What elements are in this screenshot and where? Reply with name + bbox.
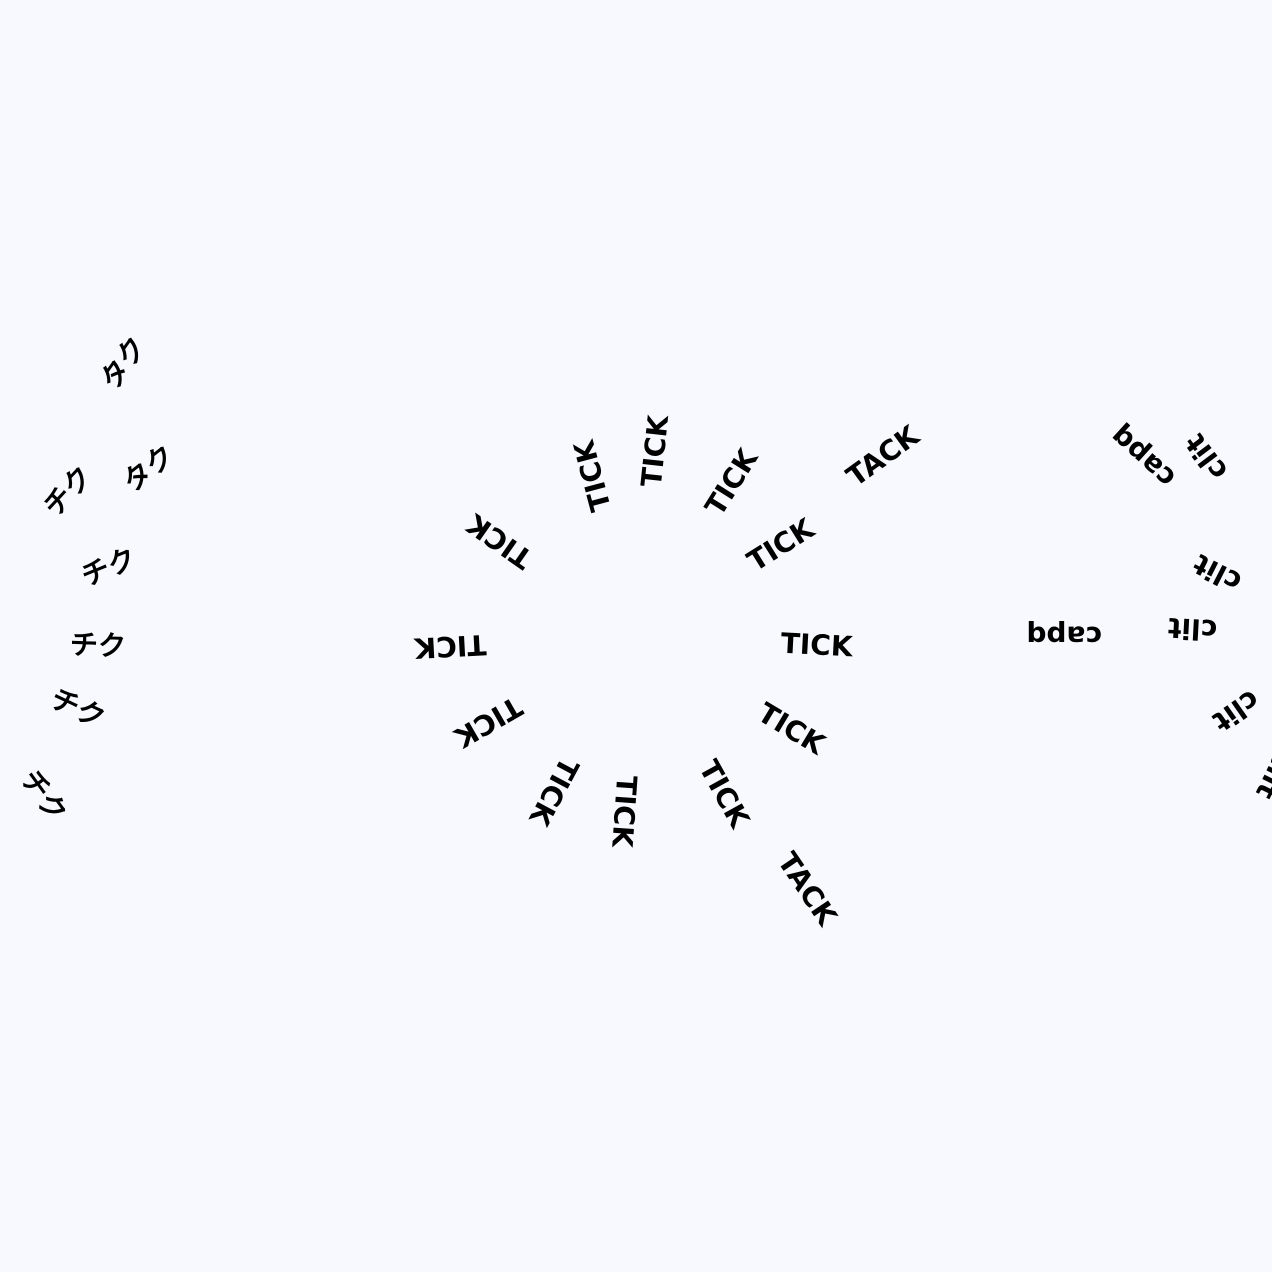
word-label: TACK <box>770 846 844 932</box>
word-label: チク <box>36 459 100 523</box>
word-label: capq <box>1026 620 1102 653</box>
word-label: capq <box>1103 419 1182 495</box>
word-label: TICK <box>779 626 854 664</box>
word-label: TICK <box>413 627 488 665</box>
word-label: TICK <box>741 512 820 579</box>
word-label: TACK <box>840 418 926 494</box>
word-label: チク <box>14 763 74 829</box>
word-label: チク <box>45 681 111 736</box>
word-label: clit <box>1178 427 1235 487</box>
word-label: TICK <box>522 752 586 831</box>
word-label: TICK <box>448 689 528 755</box>
word-label: clit <box>1187 547 1247 599</box>
word-label: TICK <box>692 754 756 834</box>
word-label: clit <box>1206 683 1266 739</box>
word-label: タク <box>116 438 181 499</box>
word-label: TICK <box>460 507 539 576</box>
word-label: clit <box>1249 745 1272 805</box>
word-label: TICK <box>634 413 676 489</box>
word-label: TICK <box>567 436 618 515</box>
word-label: TICK <box>752 696 831 762</box>
word-label: clit <box>1167 610 1219 647</box>
word-label: タク <box>93 330 154 396</box>
word-label: TICK <box>605 774 644 849</box>
word-label: チク <box>76 541 141 594</box>
word-label: TICK <box>698 443 765 522</box>
word-label: チク <box>69 627 127 663</box>
